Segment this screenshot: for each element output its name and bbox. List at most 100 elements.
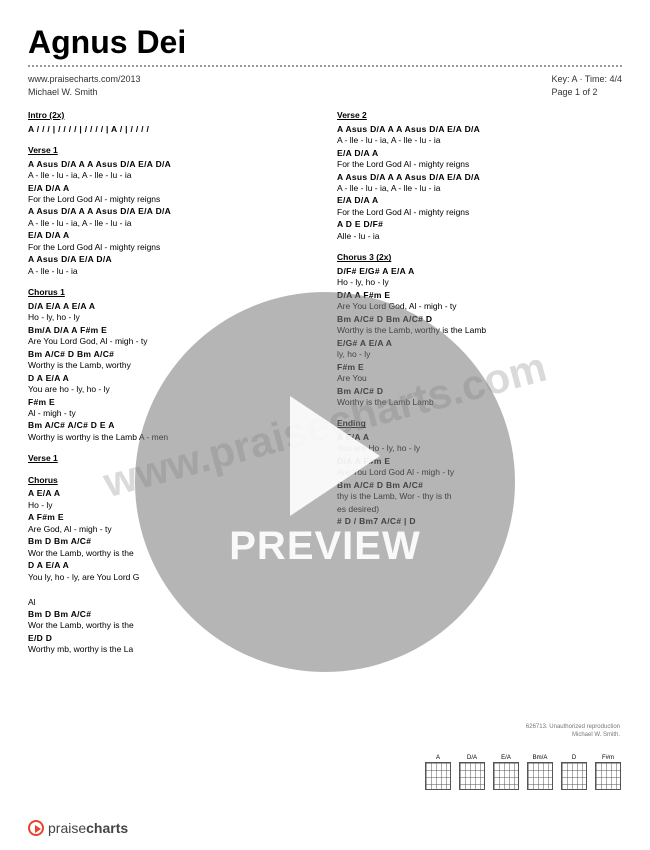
chord-line: Bm D Bm A/C# — [28, 536, 313, 547]
section-title: Chorus — [28, 475, 313, 486]
lyric-line: Are God, Al - migh - ty — [28, 524, 313, 535]
lyric-line: Are You Lord God Al - migh - ty — [337, 467, 622, 478]
meta-left: www.praisecharts.com/2013 Michael W. Smi… — [28, 73, 141, 98]
fret-grid — [561, 762, 587, 790]
lyric-line: Ho - ly, ho - ly — [28, 312, 313, 323]
chord-line: A E/A A — [28, 488, 313, 499]
lyric-line: Alle - lu - ia — [337, 231, 622, 242]
section: Intro (2x) A / / / | / / / / | / / / / | … — [28, 110, 313, 135]
lyric-line: Worthy is the Lamb, worthy is the Lamb — [337, 325, 622, 336]
lyric-line: A - lle - lu - ia, A - lle - lu - ia — [337, 183, 622, 194]
chord-line: Bm A/C# A/C# D E A — [28, 420, 313, 431]
chord-line: A F#m E — [28, 512, 313, 523]
page-number: Page 1 of 2 — [551, 86, 622, 99]
section-title: Verse 1 — [28, 453, 313, 464]
chord-line: F#m E — [337, 362, 622, 373]
lyric-line — [28, 584, 313, 595]
lyric-line: You are ho - ly, ho - ly — [28, 384, 313, 395]
meta-right: Key: A · Time: 4/4 Page 1 of 2 — [551, 73, 622, 98]
chord-line: D/A A F#m E — [337, 456, 622, 467]
author: Michael W. Smith — [28, 86, 141, 99]
fret-grid — [527, 762, 553, 790]
chord-line: F#m E — [28, 397, 313, 408]
lyric-line: Worthy is the Lamb, worthy — [28, 360, 313, 371]
fret-grid — [595, 762, 621, 790]
lyric-line: Ho - ly — [28, 500, 313, 511]
lyric-line: Worthy is the Lamb Lamb — [337, 397, 622, 408]
lyric-line: For the Lord God Al - mighty reigns — [337, 159, 622, 170]
chord-line: E/A D/A A — [337, 195, 622, 206]
chord-line: E/A D/A A — [28, 183, 313, 194]
chord-line: D/F# E/G# A E/A A — [337, 266, 622, 277]
chord-diagram-label: D/A — [458, 755, 486, 761]
lyric-line: You are Ho - ly, ho - ly — [337, 443, 622, 454]
chord-line: E/A D/A A — [28, 230, 313, 241]
chord-diagram-label: E/A — [492, 755, 520, 761]
lyric-line: A - lle - lu - ia, A - lle - lu - ia — [337, 135, 622, 146]
lyric-line: You ly, ho - ly, are You Lord G — [28, 572, 313, 583]
lyric-line: thy is the Lamb, Wor - thy is th — [337, 491, 622, 502]
left-column: Intro (2x) A / / / | / / / / | / / / / | … — [28, 110, 313, 666]
chord-diagram-label: F#m — [594, 755, 622, 761]
chord-line: Bm D Bm A/C# — [28, 609, 313, 620]
lyric-line: Wor the Lamb, worthy is the — [28, 620, 313, 631]
chord-line: # D / Bm7 A/C# | D — [337, 516, 622, 527]
chord-line: Bm/A D/A A F#m E — [28, 325, 313, 336]
chord-diagram-label: D — [560, 755, 588, 761]
chord-line: Bm A/C# D Bm A/C# — [28, 349, 313, 360]
chord-line: A Asus D/A A A Asus D/A E/A D/A — [28, 206, 313, 217]
chord-line: Bm A/C# D — [337, 386, 622, 397]
song-title: Agnus Dei — [28, 24, 622, 61]
chord-line: A Asus D/A A A Asus D/A E/A D/A — [337, 124, 622, 135]
lyric-line: For the Lord God Al - mighty reigns — [28, 194, 313, 205]
section-title: Verse 1 — [28, 145, 313, 156]
chord-diagram: D — [560, 755, 588, 790]
lyric-line: Worthy mb, worthy is the La — [28, 644, 313, 655]
chord-diagram-label: A — [424, 755, 452, 761]
chord-line: A E/A A — [337, 432, 622, 443]
chord-line: A Asus D/A E/A D/A — [28, 254, 313, 265]
lyric-line: For the Lord God Al - mighty reigns — [28, 242, 313, 253]
copyright: 626713. Unauthorized reproduction Michae… — [526, 724, 620, 740]
chord-line: D A E/A A — [28, 373, 313, 384]
lyric-line: Are You Lord God, Al - migh - ty — [28, 336, 313, 347]
section: Chorus 3 (2x)D/F# E/G# A E/A A Ho - ly, … — [337, 252, 622, 408]
right-column: Verse 2A Asus D/A A A Asus D/A E/A D/AA … — [337, 110, 622, 666]
chord-diagram-label: Bm/A — [526, 755, 554, 761]
divider — [28, 65, 622, 67]
lyric-line: es desired) — [337, 504, 622, 515]
chord-diagram: A — [424, 755, 452, 790]
chord-line: Bm A/C# D Bm A/C# — [337, 480, 622, 491]
content-columns: Intro (2x) A / / / | / / / / | / / / / | … — [28, 110, 622, 666]
chord-line: D A E/A A — [28, 560, 313, 571]
chord-line: D/A A F#m E — [337, 290, 622, 301]
chord-line: E/A D/A A — [337, 148, 622, 159]
chord-diagram: E/A — [492, 755, 520, 790]
lyric-line: Al — [28, 597, 313, 608]
chord-diagram: D/A — [458, 755, 486, 790]
brand-text: praisecharts — [48, 820, 128, 836]
lyric-line: Are You Lord God, Al - migh - ty — [337, 301, 622, 312]
section-title: Intro (2x) — [28, 110, 313, 121]
chord-line: A D E D/F# — [337, 219, 622, 230]
play-logo-icon — [28, 820, 44, 836]
chord-diagrams: A D/A E/A Bm/A D F#m — [424, 755, 622, 790]
lyric-line: Ho - ly, ho - ly — [337, 277, 622, 288]
lyric-line: A - lle - lu - ia, A - lle - lu - ia — [28, 218, 313, 229]
section: Chorus 1D/A E/A A E/A A Ho - ly, ho - ly… — [28, 287, 313, 443]
chord-diagram: F#m — [594, 755, 622, 790]
lyric-line: Al - migh - ty — [28, 408, 313, 419]
fret-grid — [425, 762, 451, 790]
section-title: Ending — [337, 418, 622, 429]
section: Verse 2A Asus D/A A A Asus D/A E/A D/AA … — [337, 110, 622, 242]
chord-line: Bm A/C# D Bm A/C# D — [337, 314, 622, 325]
section: Chorus A E/A A Ho - ly A F#m EAre God, A… — [28, 475, 313, 656]
chord-sheet-page: Agnus Dei www.praisecharts.com/2013 Mich… — [0, 0, 650, 690]
lyric-line: Are You — [337, 373, 622, 384]
meta-row: www.praisecharts.com/2013 Michael W. Smi… — [28, 73, 622, 98]
fret-grid — [493, 762, 519, 790]
lyric-line: For the Lord God Al - mighty reigns — [337, 207, 622, 218]
chord-line: A / / / | / / / / | / / / / | A / | / / … — [28, 124, 313, 135]
lyric-line: Worthy is worthy is the Lamb A - men — [28, 432, 313, 443]
lyric-line: ly, ho - ly — [337, 349, 622, 360]
